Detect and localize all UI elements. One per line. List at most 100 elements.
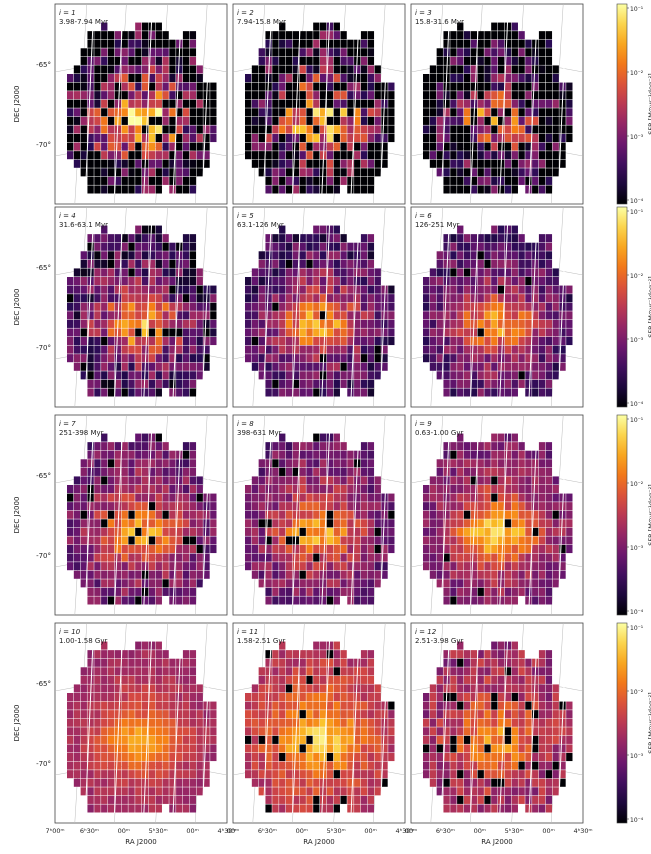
heatmap-cell [94,553,101,562]
heatmap-cell [477,596,484,605]
heatmap-cell [354,125,361,134]
heatmap-cell [326,91,334,100]
heatmap-cell [545,108,553,117]
heatmap-cell [101,225,108,234]
heatmap-cell [265,134,272,143]
heatmap-cell [552,99,559,108]
heatmap-cell [347,795,354,804]
heatmap-cell [333,65,340,74]
heatmap-cell [354,328,361,337]
heatmap-cell [320,442,327,451]
heatmap-cell [162,74,169,83]
heatmap-cell [272,56,279,65]
heatmap-cell [463,579,471,588]
heatmap-cell [121,596,128,605]
heatmap-cell [559,125,566,134]
heatmap-cell [128,510,135,519]
heatmap-cell [504,379,512,388]
heatmap-cell [525,354,532,363]
heatmap-cell [101,510,108,519]
heatmap-cell [169,259,176,268]
heatmap-cell [511,684,518,693]
heatmap-cell [265,744,272,753]
heatmap-cell [265,667,272,676]
heatmap-cell [457,268,464,277]
heatmap-cell [265,185,272,194]
heatmap-cell [313,108,320,117]
heatmap-cell [504,502,512,511]
heatmap-cell [340,753,347,762]
heatmap-cell [333,761,340,770]
heatmap-cell [388,502,395,511]
heatmap-cell [484,596,491,605]
heatmap-cell [121,650,128,659]
heatmap-cell [491,433,498,442]
heatmap-cell [285,650,293,659]
heatmap-cell [73,99,81,108]
heatmap-cell [552,294,559,303]
heatmap-cell [285,259,293,268]
heatmap-cell [436,502,443,511]
heatmap-cell [121,684,128,693]
heatmap-cell [182,761,190,770]
heatmap-cell [101,710,108,719]
colorbar-tick-label: 10⁻³ [630,337,644,344]
heatmap-cell [101,82,108,91]
heatmap-cell [162,493,169,502]
heatmap-cell [245,701,252,710]
heatmap-cell [491,328,498,337]
heatmap-cell [121,778,128,787]
heatmap-cell [148,493,156,502]
heatmap-cell [326,710,334,719]
heatmap-cell [320,277,327,286]
heatmap-cell [360,362,368,371]
heatmap-cell [196,727,203,736]
heatmap-cell [340,151,347,160]
heatmap-cell [443,727,450,736]
heatmap-cell [381,727,388,736]
heatmap-cell [340,476,347,485]
heatmap-cell [107,39,115,48]
heatmap-cell [545,234,553,243]
heatmap-cell [313,285,320,294]
heatmap-cell [347,388,354,397]
heatmap-cell [470,268,478,277]
heatmap-cell [367,718,375,727]
heatmap-cell [333,176,340,185]
heatmap-cell [484,710,491,719]
heatmap-cell [504,151,512,160]
heatmap-cell [299,761,306,770]
heatmap-cell [498,658,505,667]
heatmap-cell [511,379,518,388]
heatmap-cell [306,562,313,571]
heatmap-cell [128,134,135,143]
heatmap-cell [498,675,505,684]
heatmap-cell [429,545,437,554]
heatmap-cell [518,667,525,676]
heatmap-cell [491,242,498,251]
heatmap-cell [367,268,375,277]
heatmap-cell [121,761,128,770]
heatmap-cell [545,134,553,143]
heatmap-cell [498,442,505,451]
heatmap-cell [320,48,327,57]
heatmap-cell [326,519,334,528]
heatmap-cell [518,142,525,151]
heatmap-cell [532,778,539,787]
heatmap-cell [381,570,388,579]
heatmap-cell [306,545,313,554]
heatmap-cell [484,527,491,536]
heatmap-cell [101,294,108,303]
heatmap-cell [354,379,361,388]
heatmap-cell [367,459,375,468]
heatmap-cell [279,795,286,804]
heatmap-cell [313,268,320,277]
heatmap-cell [272,294,279,303]
heatmap-cell [272,108,279,117]
heatmap-cell [381,553,388,562]
heatmap-cell [518,328,525,337]
heatmap-cell [176,294,183,303]
heatmap-cell [87,459,94,468]
heatmap-cell [272,804,279,813]
heatmap-cell [313,91,320,100]
